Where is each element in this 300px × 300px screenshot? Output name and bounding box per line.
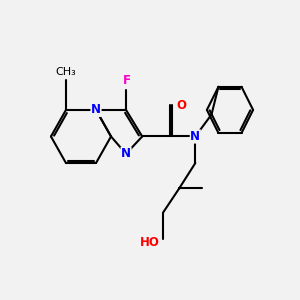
Text: HO: HO	[140, 236, 160, 249]
Text: N: N	[190, 130, 200, 143]
Text: N: N	[121, 147, 131, 160]
Text: O: O	[176, 99, 186, 112]
Text: CH₃: CH₃	[56, 67, 76, 77]
Text: N: N	[91, 103, 101, 116]
Text: F: F	[123, 74, 131, 87]
